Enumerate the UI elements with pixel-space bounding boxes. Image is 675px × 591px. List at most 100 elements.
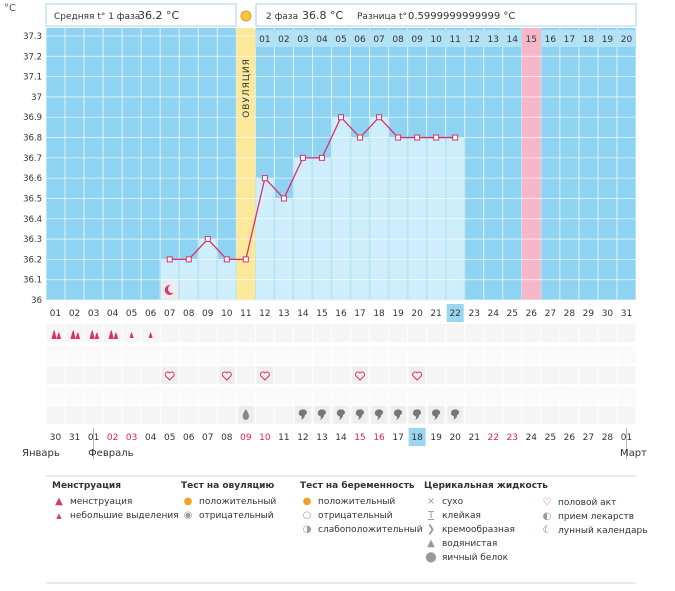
legend-title: Церикальная жидкость [424, 481, 548, 491]
heart-icon [221, 371, 232, 381]
y-tick-label: 37.2 [23, 52, 42, 62]
creamy-icon [317, 409, 326, 420]
legend-title: Тест на овуляцию [181, 481, 275, 491]
calendar-date-label: 13 [316, 433, 327, 443]
temperature-bar [331, 116, 351, 301]
legend-ovulation-test: Тест на овуляцию ● положительный ◉ отрицат… [181, 481, 276, 523]
menstruation-icon [51, 330, 57, 339]
cycle-day-label: 02 [69, 309, 80, 319]
y-tick-label: 37.1 [23, 73, 42, 83]
sticky-icon: T [427, 510, 435, 521]
legend-item-label: отрицательный [318, 511, 393, 521]
cycle-day-label: 18 [373, 309, 385, 319]
dpo-day-label: 18 [583, 35, 595, 45]
heart-cell [257, 367, 273, 384]
legend-item: ● положительный [300, 495, 423, 509]
heart-cell [409, 367, 425, 384]
temperature-point [280, 195, 287, 202]
legend-title: Тест на беременность [300, 481, 415, 491]
calendar-date-label: 10 [259, 433, 271, 443]
calendar-date-label: 19 [430, 433, 442, 443]
menstruation-icon [70, 330, 76, 339]
dpo-day-label: 16 [545, 35, 557, 45]
legend-item-label: половой акт [558, 498, 617, 508]
creamy-icon [374, 409, 384, 420]
legend-other: ♡ половой акт ◐ прием лекарств ☾ лунный кал… [540, 496, 648, 538]
creamy-icon [298, 409, 307, 420]
spotting-icon [148, 332, 153, 338]
menstruation-icon [75, 332, 81, 339]
test-positive-icon: ● [302, 496, 312, 507]
month-label: Февраль [88, 448, 134, 459]
temperature-point [452, 134, 459, 141]
heart-icon: ♡ [542, 497, 552, 508]
menstruation-icon [113, 332, 119, 339]
moon-icon-cut [168, 284, 177, 294]
y-tick-label: 36.2 [23, 255, 42, 265]
temperature-bar [369, 116, 389, 301]
dpo-day-label: 19 [602, 35, 614, 45]
cycle-day-label: 24 [488, 309, 500, 319]
legend-item-label: отрицательный [199, 511, 274, 521]
phase2-box [255, 3, 637, 27]
legend-item: × сухо [424, 495, 548, 509]
highlight-column [521, 28, 541, 300]
calendar-date-label: 07 [202, 433, 213, 443]
calendar-date-label: 05 [164, 433, 175, 443]
y-tick-label: 36.3 [23, 235, 42, 245]
symbol-row [46, 366, 636, 384]
dpo-day-label: 09 [411, 35, 423, 45]
creamy-icon [336, 409, 345, 420]
legend-item-label: менструация [70, 497, 133, 507]
temperature-point [299, 154, 306, 161]
dry-icon: × [426, 496, 436, 507]
cycle-day-label: 21 [430, 309, 441, 319]
legend-item-label: положительный [199, 497, 277, 507]
cycle-day-label: 07 [164, 309, 175, 319]
dpo-day-label: 06 [354, 35, 366, 45]
legend-item: ◐ прием лекарств [540, 510, 648, 524]
y-tick-label: 36 [31, 296, 42, 306]
pill-icon: ◐ [542, 511, 552, 522]
month-label: Март [620, 448, 647, 459]
temperature-point [376, 114, 383, 121]
dpo-day-label: 14 [507, 35, 519, 45]
legend-item-label: сухо [442, 497, 464, 507]
grid-horizontal [46, 35, 636, 301]
menstruation-icon [56, 332, 62, 339]
legend-item: ⬤ яичный белок [424, 551, 548, 565]
menstruation-icon [108, 330, 114, 339]
phase1-label: Средняя t° 1 фаза [54, 12, 140, 22]
cycle-day-label: 16 [335, 309, 347, 319]
temperature-point [414, 134, 421, 141]
dpo-highlight [521, 30, 541, 47]
phase2-label: 2 фаза [266, 12, 298, 22]
heart-cell [352, 367, 368, 384]
moon-icon: ☾ [542, 525, 552, 536]
calendar-date-label: 02 [107, 433, 118, 443]
heart-icon [164, 371, 175, 381]
calendar-date-label: 28 [602, 433, 614, 443]
dpo-day-label: 05 [335, 35, 346, 45]
cycle-day-label: 23 [468, 309, 479, 319]
dpo-day-label: 13 [488, 35, 499, 45]
cycle-day-label: 28 [564, 309, 576, 319]
temperature-point [185, 256, 192, 263]
dpo-day-label: 11 [449, 35, 460, 45]
calendar-date-label: 21 [468, 433, 479, 443]
creamy-icon [393, 409, 403, 420]
calendar-date-label: 12 [297, 433, 308, 443]
cycle-day-label: 19 [392, 309, 404, 319]
drop-icon [242, 409, 250, 420]
special-columns [236, 28, 541, 300]
cycle-day-label: 08 [183, 309, 195, 319]
menstruation-icon [94, 332, 100, 339]
creamy-icon [355, 409, 364, 420]
month-label: Январь [22, 448, 60, 459]
dpo-day-row: 01 02 03 04 05 06 07 08 09 10 11 12 13 14 15 16 17 18 19 20 [255, 30, 636, 47]
dpo-day-label: 03 [297, 35, 308, 45]
heart-icon [412, 371, 423, 381]
